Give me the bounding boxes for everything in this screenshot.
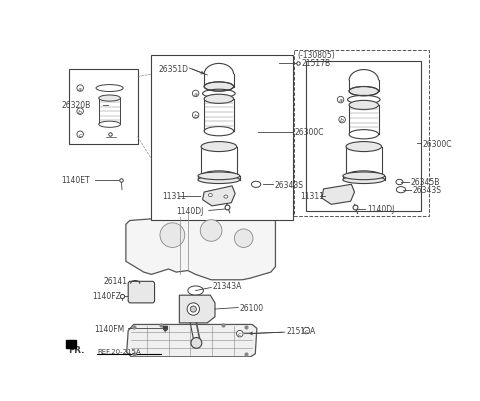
- Ellipse shape: [99, 122, 120, 128]
- Ellipse shape: [349, 87, 379, 97]
- Text: 26100: 26100: [240, 303, 264, 312]
- Ellipse shape: [224, 196, 228, 198]
- Text: 26300C: 26300C: [294, 128, 324, 137]
- Text: a: a: [338, 98, 343, 103]
- Ellipse shape: [99, 96, 120, 102]
- Ellipse shape: [346, 142, 382, 152]
- Text: b: b: [193, 113, 198, 118]
- Text: 1140FZ: 1140FZ: [93, 292, 121, 301]
- Text: b: b: [340, 118, 344, 123]
- Text: a: a: [78, 86, 82, 91]
- Ellipse shape: [191, 338, 202, 348]
- Bar: [69, 70, 137, 145]
- Polygon shape: [126, 213, 276, 280]
- Text: 1140ET: 1140ET: [61, 176, 90, 185]
- Text: b: b: [78, 109, 82, 114]
- Text: 21343A: 21343A: [213, 282, 242, 291]
- Text: 26300C: 26300C: [423, 140, 452, 149]
- Text: 1140FM: 1140FM: [94, 324, 124, 333]
- Ellipse shape: [201, 171, 237, 181]
- Circle shape: [200, 220, 222, 242]
- Text: 26343S: 26343S: [413, 186, 442, 195]
- Ellipse shape: [198, 172, 240, 180]
- Ellipse shape: [198, 176, 240, 184]
- Text: (-130805): (-130805): [297, 51, 335, 60]
- Text: 21513A: 21513A: [286, 326, 315, 335]
- Text: 11311: 11311: [300, 192, 324, 201]
- Text: 21517B: 21517B: [302, 59, 331, 68]
- Ellipse shape: [201, 142, 237, 152]
- Ellipse shape: [343, 172, 385, 180]
- Text: 1140DJ: 1140DJ: [367, 205, 394, 214]
- Text: 26343S: 26343S: [275, 180, 304, 189]
- Bar: [152, 56, 292, 221]
- Ellipse shape: [190, 306, 196, 312]
- Polygon shape: [203, 186, 235, 207]
- Text: 11311: 11311: [162, 192, 186, 201]
- FancyBboxPatch shape: [128, 282, 155, 303]
- Text: 26320B: 26320B: [61, 101, 91, 110]
- Ellipse shape: [349, 101, 379, 110]
- Text: c: c: [78, 132, 82, 138]
- Ellipse shape: [349, 130, 379, 140]
- Text: 26345B: 26345B: [410, 178, 440, 187]
- Text: REF.20-215A: REF.20-215A: [97, 348, 141, 354]
- Circle shape: [160, 223, 185, 248]
- Bar: [306, 62, 421, 212]
- Text: 26141: 26141: [103, 276, 127, 286]
- Text: 26351D: 26351D: [158, 65, 189, 73]
- Text: a: a: [194, 92, 198, 97]
- Ellipse shape: [208, 194, 212, 197]
- Polygon shape: [127, 325, 257, 357]
- Text: c: c: [305, 328, 308, 333]
- Polygon shape: [180, 296, 215, 323]
- Circle shape: [234, 229, 253, 248]
- Ellipse shape: [204, 95, 234, 104]
- Ellipse shape: [343, 176, 385, 184]
- Text: c: c: [238, 331, 241, 336]
- Text: FR.: FR.: [68, 346, 84, 354]
- Ellipse shape: [204, 83, 234, 92]
- Bar: [294, 51, 429, 216]
- Ellipse shape: [346, 171, 382, 181]
- Ellipse shape: [204, 127, 234, 136]
- Bar: [66, 340, 76, 348]
- Polygon shape: [322, 185, 355, 205]
- Ellipse shape: [187, 303, 200, 316]
- Text: 1140DJ: 1140DJ: [176, 207, 204, 215]
